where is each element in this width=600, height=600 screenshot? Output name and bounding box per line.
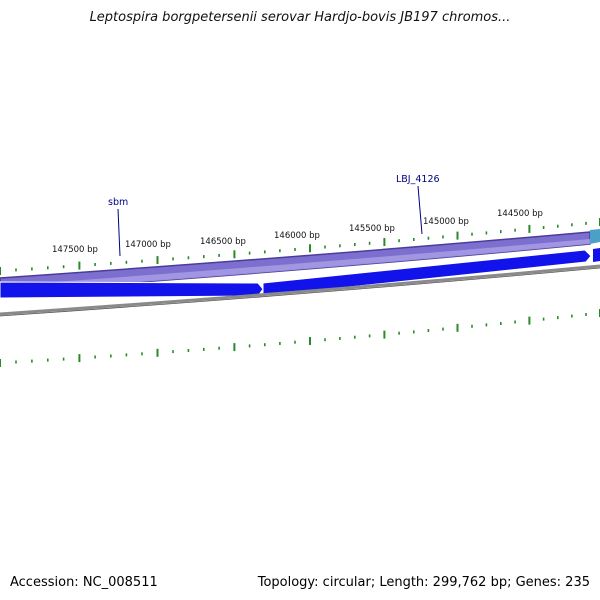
outer-feature-band-highlight — [0, 239, 590, 292]
position-label-144500: 144500 bp — [497, 209, 543, 219]
position-label-145000: 145000 bp — [423, 217, 469, 227]
position-label-145500: 145500 bp — [349, 224, 395, 234]
position-label-146500: 146500 bp — [200, 237, 246, 247]
position-label-146000: 146000 bp — [274, 231, 320, 241]
leader-line-lbj4126 — [417, 185, 423, 235]
accession-text: Accession: NC_008511 — [10, 575, 158, 590]
gene-arrow-left[interactable] — [0, 281, 264, 299]
position-label-147500: 147500 bp — [52, 245, 98, 255]
gene-arrow-edge[interactable] — [593, 248, 600, 262]
chromosome-backbone-shadow — [0, 267, 600, 317]
gene-label-sbm[interactable]: sbm — [108, 197, 128, 208]
inner-tick-track — [0, 309, 600, 367]
chromosome-backbone — [0, 264, 600, 316]
leader-line-sbm — [117, 208, 121, 257]
position-label-147000: 147000 bp — [125, 240, 171, 250]
gene-label-lbj4126[interactable]: LBJ_4126 — [396, 174, 440, 185]
map-title: Leptospira borgpetersenii serovar Hardjo… — [89, 10, 511, 25]
topology-summary: Topology: circular; Length: 299,762 bp; … — [257, 575, 590, 590]
outer-tick-track — [0, 218, 600, 275]
outer-feature-band-end[interactable] — [590, 229, 600, 244]
